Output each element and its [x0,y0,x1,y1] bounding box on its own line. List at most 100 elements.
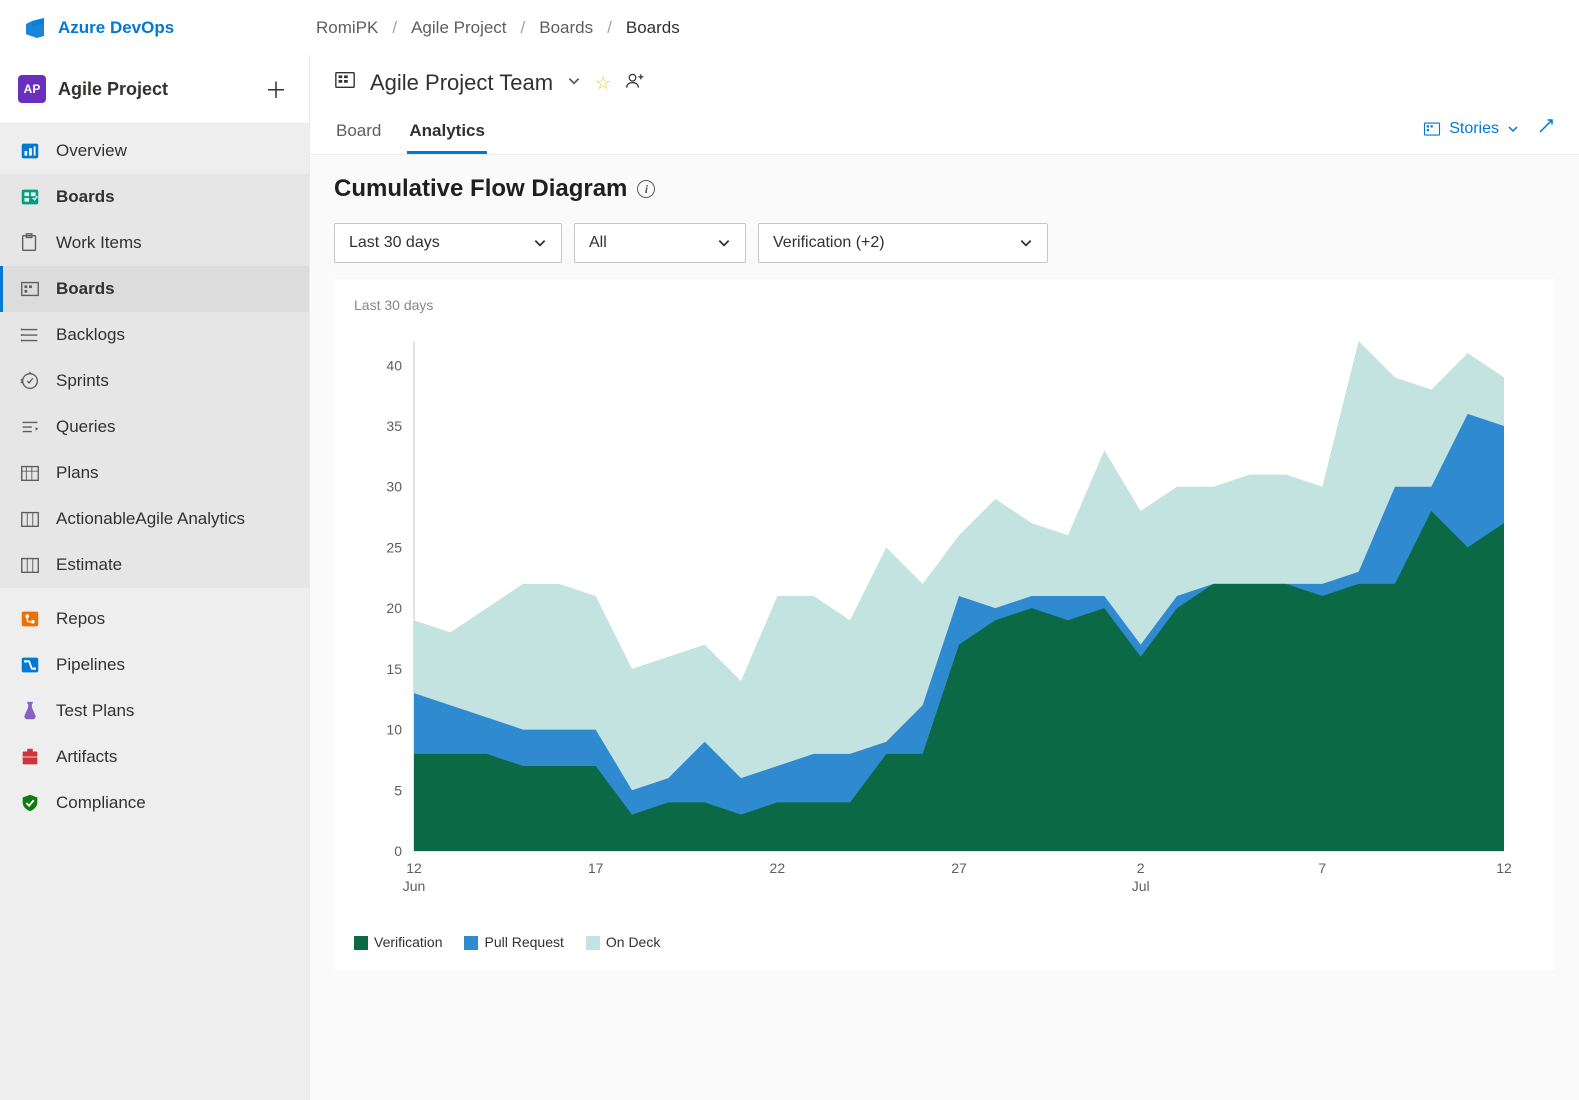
sidebar-item-workitems[interactable]: Work Items [0,220,309,266]
sidebar-item-compliance[interactable]: Compliance [0,780,309,826]
compliance-icon [18,791,42,815]
sidebar-item-label: Work Items [56,233,142,253]
backlog-icon [1423,120,1441,138]
chevron-down-icon [717,236,731,250]
filter-swimlane[interactable]: All [574,223,746,263]
tabs: Board Analytics [334,111,487,154]
cumulative-flow-chart: 051015202530354012Jun1722272Jul712 [354,321,1514,921]
sidebar-item-estimate[interactable]: Estimate [0,542,309,588]
filter-period-label: Last 30 days [349,234,440,252]
page-title: Cumulative Flow Diagram i [334,175,1555,203]
breadcrumb-item[interactable]: Boards [539,18,593,38]
sidebar-item-label: Repos [56,609,105,629]
view-selector[interactable]: Stories [1423,120,1519,138]
svg-text:35: 35 [386,418,402,434]
project-badge: AP [18,75,46,103]
team-header: Agile Project Team ☆ Board Analytics Stor… [310,55,1579,155]
sidebar-item-label: Queries [56,417,116,437]
tab-analytics[interactable]: Analytics [407,111,487,154]
filters: Last 30 days All Verification (+2) [334,223,1555,263]
azure-devops-icon [24,16,48,40]
filter-columns[interactable]: Verification (+2) [758,223,1048,263]
breadcrumb-item[interactable]: RomiPK [316,18,378,38]
boards-icon [18,185,42,209]
content: Cumulative Flow Diagram i Last 30 days A… [310,155,1579,1100]
sidebar-item-label: Overview [56,141,127,161]
team-name: Agile Project Team [370,70,553,96]
sidebar-item-label: Sprints [56,371,109,391]
sidebar-item-label: ActionableAgile Analytics [56,509,245,529]
brand-label: Azure DevOps [58,18,174,38]
svg-text:25: 25 [386,539,402,555]
workitems-icon [18,231,42,255]
sidebar-item-boards[interactable]: Boards [0,266,309,312]
svg-text:0: 0 [394,843,402,859]
chart-subtitle: Last 30 days [354,297,1535,313]
project-row[interactable]: AP Agile Project ＋ [0,55,309,124]
sidebar-item-pipelines[interactable]: Pipelines [0,642,309,688]
legend-item: Pull Request [464,934,563,950]
legend-item: On Deck [586,934,660,950]
team-members-icon[interactable] [625,71,645,96]
sidebar-item-label: Backlogs [56,325,125,345]
svg-text:7: 7 [1318,860,1326,876]
brand[interactable]: Azure DevOps [24,16,316,40]
svg-text:Jun: Jun [403,878,426,894]
svg-text:27: 27 [951,860,967,876]
favorite-icon[interactable]: ☆ [595,73,611,94]
svg-text:17: 17 [588,860,604,876]
sidebar-item-label: Pipelines [56,655,125,675]
sidebar-item-plans[interactable]: Plans [0,450,309,496]
sidebar-item-backlogs[interactable]: Backlogs [0,312,309,358]
filter-period[interactable]: Last 30 days [334,223,562,263]
project-name: Agile Project [58,79,168,100]
sidebar-item-label: Test Plans [56,701,134,721]
sprints-icon [18,369,42,393]
svg-text:Jul: Jul [1132,878,1150,894]
filter-columns-label: Verification (+2) [773,234,885,252]
breadcrumb-sep: / [392,18,397,38]
backlogs-icon [18,323,42,347]
sidebar: AP Agile Project ＋ Overview Boards Work It… [0,55,310,1100]
fullscreen-icon[interactable] [1537,117,1555,140]
overview-icon [18,139,42,163]
aa-icon [18,507,42,531]
chart-card: Last 30 days 051015202530354012Jun172227… [334,279,1555,970]
sidebar-item-repos[interactable]: Repos [0,596,309,642]
breadcrumb-item[interactable]: Agile Project [411,18,506,38]
artifacts-icon [18,745,42,769]
svg-text:2: 2 [1137,860,1145,876]
legend-item: Verification [354,934,442,950]
sidebar-nav: Overview Boards Work Items Boards Backlogs Sp… [0,124,309,826]
sidebar-item-queries[interactable]: Queries [0,404,309,450]
sidebar-item-aa[interactable]: ActionableAgile Analytics [0,496,309,542]
pipelines-icon [18,653,42,677]
breadcrumb-item[interactable]: Boards [626,18,680,38]
svg-text:5: 5 [394,782,402,798]
team-icon [334,69,356,97]
team-chevron-icon[interactable] [567,68,581,94]
sidebar-item-testplans[interactable]: Test Plans [0,688,309,734]
plans-icon [18,461,42,485]
testplans-icon [18,699,42,723]
tab-board[interactable]: Board [334,111,383,154]
sidebar-item-sprints[interactable]: Sprints [0,358,309,404]
estimate-icon [18,553,42,577]
chevron-down-icon [1507,123,1519,135]
info-icon[interactable]: i [637,180,655,198]
sidebar-item-overview[interactable]: Overview [0,128,309,174]
svg-text:40: 40 [386,357,402,373]
sidebar-item-boards[interactable]: Boards [0,174,309,220]
sidebar-item-artifacts[interactable]: Artifacts [0,734,309,780]
svg-text:15: 15 [386,661,402,677]
sidebar-item-label: Estimate [56,555,122,575]
page-title-text: Cumulative Flow Diagram [334,175,627,203]
sidebar-item-label: Artifacts [56,747,117,767]
sidebar-item-label: Boards [56,279,115,299]
sidebar-item-label: Compliance [56,793,146,813]
svg-text:22: 22 [770,860,786,876]
top-bar: Azure DevOps RomiPK/Agile Project/Boards… [0,0,1579,55]
boards-icon [18,277,42,301]
svg-text:12: 12 [406,860,422,876]
add-icon[interactable]: ＋ [265,73,287,105]
